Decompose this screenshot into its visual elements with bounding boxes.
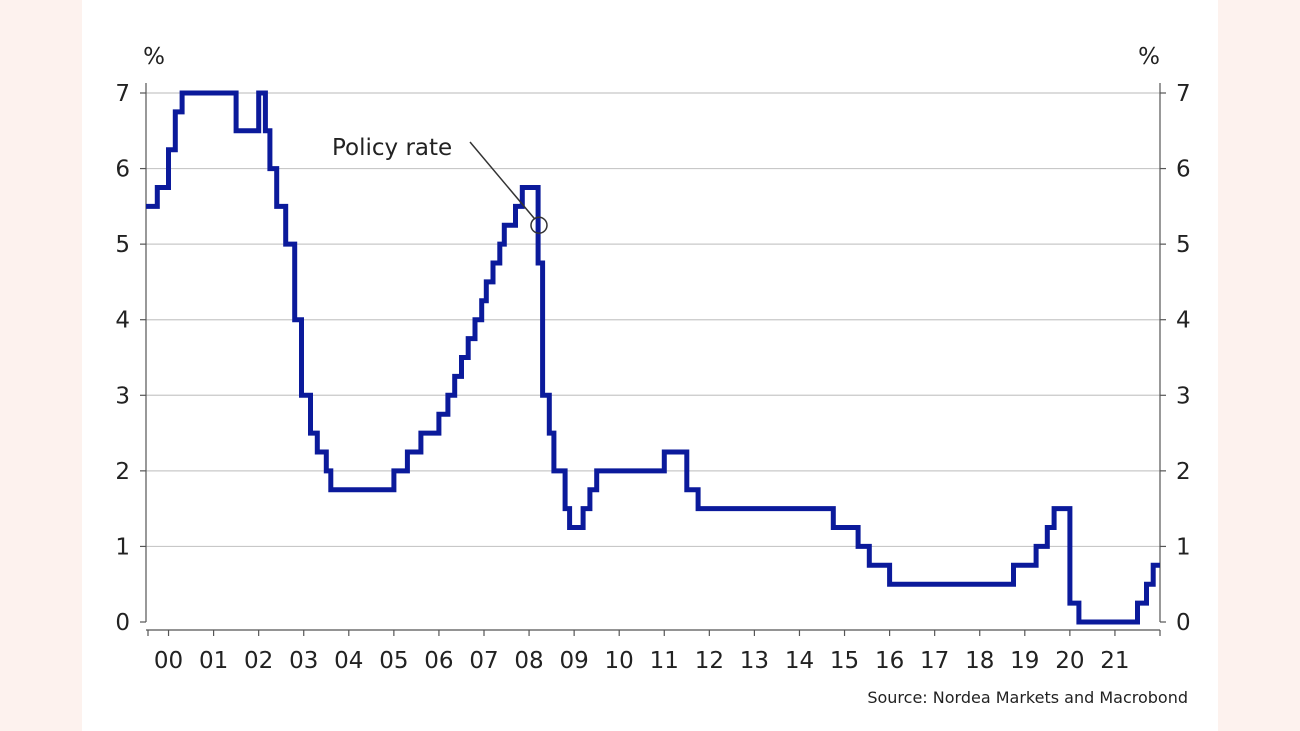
annotation-leader-line — [469, 141, 536, 220]
y-unit-right: % — [1138, 44, 1160, 70]
x-tick-label: 02 — [244, 648, 273, 674]
x-tick-label: 03 — [289, 648, 318, 674]
x-tick-label: 04 — [334, 648, 363, 674]
x-tick-label: 17 — [920, 648, 949, 674]
x-tick-label: 21 — [1100, 648, 1129, 674]
y-tick-label-right: 7 — [1176, 81, 1191, 107]
source-note: Source: Nordea Markets and Macrobond — [867, 688, 1188, 707]
x-tick-label: 11 — [650, 648, 679, 674]
y-tick-label-right: 4 — [1176, 308, 1191, 334]
x-tick-label: 00 — [154, 648, 183, 674]
y-tick-label-right: 6 — [1176, 157, 1191, 183]
y-tick-label-left: 6 — [115, 157, 130, 183]
annotation-label: Policy rate — [332, 135, 452, 161]
y-tick-label-right: 0 — [1176, 610, 1191, 636]
policy-rate-chart: 0 01 12 23 34 45 56 67 7 00 01 02 03 04 05 06 07 08 09 10 1… — [115, 44, 1190, 707]
y-tick-labels: 0 0 1 1 2 2 3 3 4 4 5 5 6 6 7 7 — [115, 81, 1190, 636]
y-tick-label-left: 7 — [115, 81, 130, 107]
x-tick-label: 20 — [1055, 648, 1084, 674]
x-tick-label: 16 — [875, 648, 904, 674]
axes — [140, 83, 1166, 636]
series-line-policy-rate — [146, 90, 1160, 625]
y-tick-label-right: 2 — [1176, 459, 1191, 485]
x-tick-label: 13 — [740, 648, 769, 674]
x-tick-label: 08 — [514, 648, 543, 674]
y-tick-label-left: 2 — [115, 459, 130, 485]
x-tick-label: 07 — [469, 648, 498, 674]
y-tick-label-right: 3 — [1176, 383, 1191, 409]
gridlines — [146, 92, 1160, 548]
y-tick-label-left: 1 — [115, 534, 130, 560]
x-tick-labels: 00 01 02 03 04 05 06 07 08 09 10 11 12 13 14 15 16 17 18 19… — [154, 648, 1130, 674]
y-tick-label-left: 5 — [115, 232, 130, 258]
x-tick-label: 19 — [1010, 648, 1039, 674]
x-tick-label: 06 — [424, 648, 453, 674]
x-tick-label: 15 — [830, 648, 859, 674]
annotation-marker — [530, 216, 548, 234]
y-tick-label-left: 0 — [115, 610, 130, 636]
x-tick-label: 05 — [379, 648, 408, 674]
x-tick-label: 10 — [605, 648, 634, 674]
y-tick-label-left: 4 — [115, 308, 130, 334]
x-tick-label: 14 — [785, 648, 814, 674]
y-tick-label-right: 1 — [1176, 534, 1191, 560]
y-unit-left: % — [143, 44, 165, 70]
y-tick-label-right: 5 — [1176, 232, 1191, 258]
x-tick-label: 09 — [559, 648, 588, 674]
x-tick-label: 18 — [965, 648, 994, 674]
x-tick-label: 01 — [199, 648, 228, 674]
x-tick-label: 12 — [695, 648, 724, 674]
y-tick-label-left: 3 — [115, 383, 130, 409]
